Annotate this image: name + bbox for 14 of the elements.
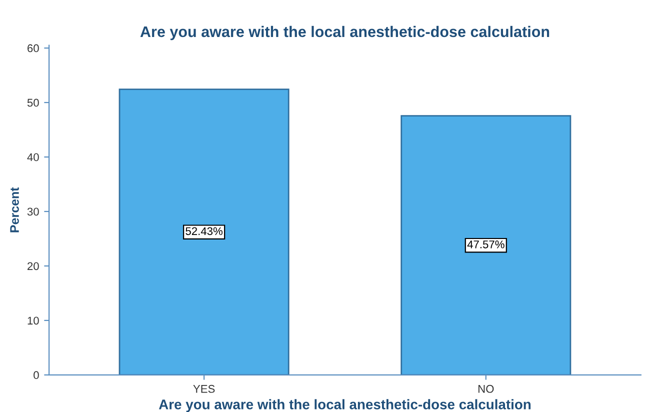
y-axis-title: Percent bbox=[10, 187, 19, 232]
y-tick-label: 10 bbox=[28, 316, 39, 325]
x-tick-label: NO bbox=[478, 384, 494, 393]
y-tick-label: 40 bbox=[27, 153, 39, 162]
y-tick-label: 0 bbox=[34, 371, 39, 380]
y-tick-label: 30 bbox=[27, 208, 39, 216]
x-tick-label: YES bbox=[193, 384, 215, 393]
data-label: 52.43% bbox=[186, 227, 223, 236]
y-tick-label: 20 bbox=[28, 262, 39, 270]
data-label: 47.57% bbox=[467, 240, 504, 248]
x-axis-title: Are you aware with the local anesthetic-dose calculation bbox=[158, 399, 531, 412]
chart-title: Are you aware with the local anesthetic-dose calculation bbox=[140, 26, 550, 40]
y-tick-label: 50 bbox=[27, 98, 39, 107]
y-tick-label: 60 bbox=[28, 44, 39, 52]
